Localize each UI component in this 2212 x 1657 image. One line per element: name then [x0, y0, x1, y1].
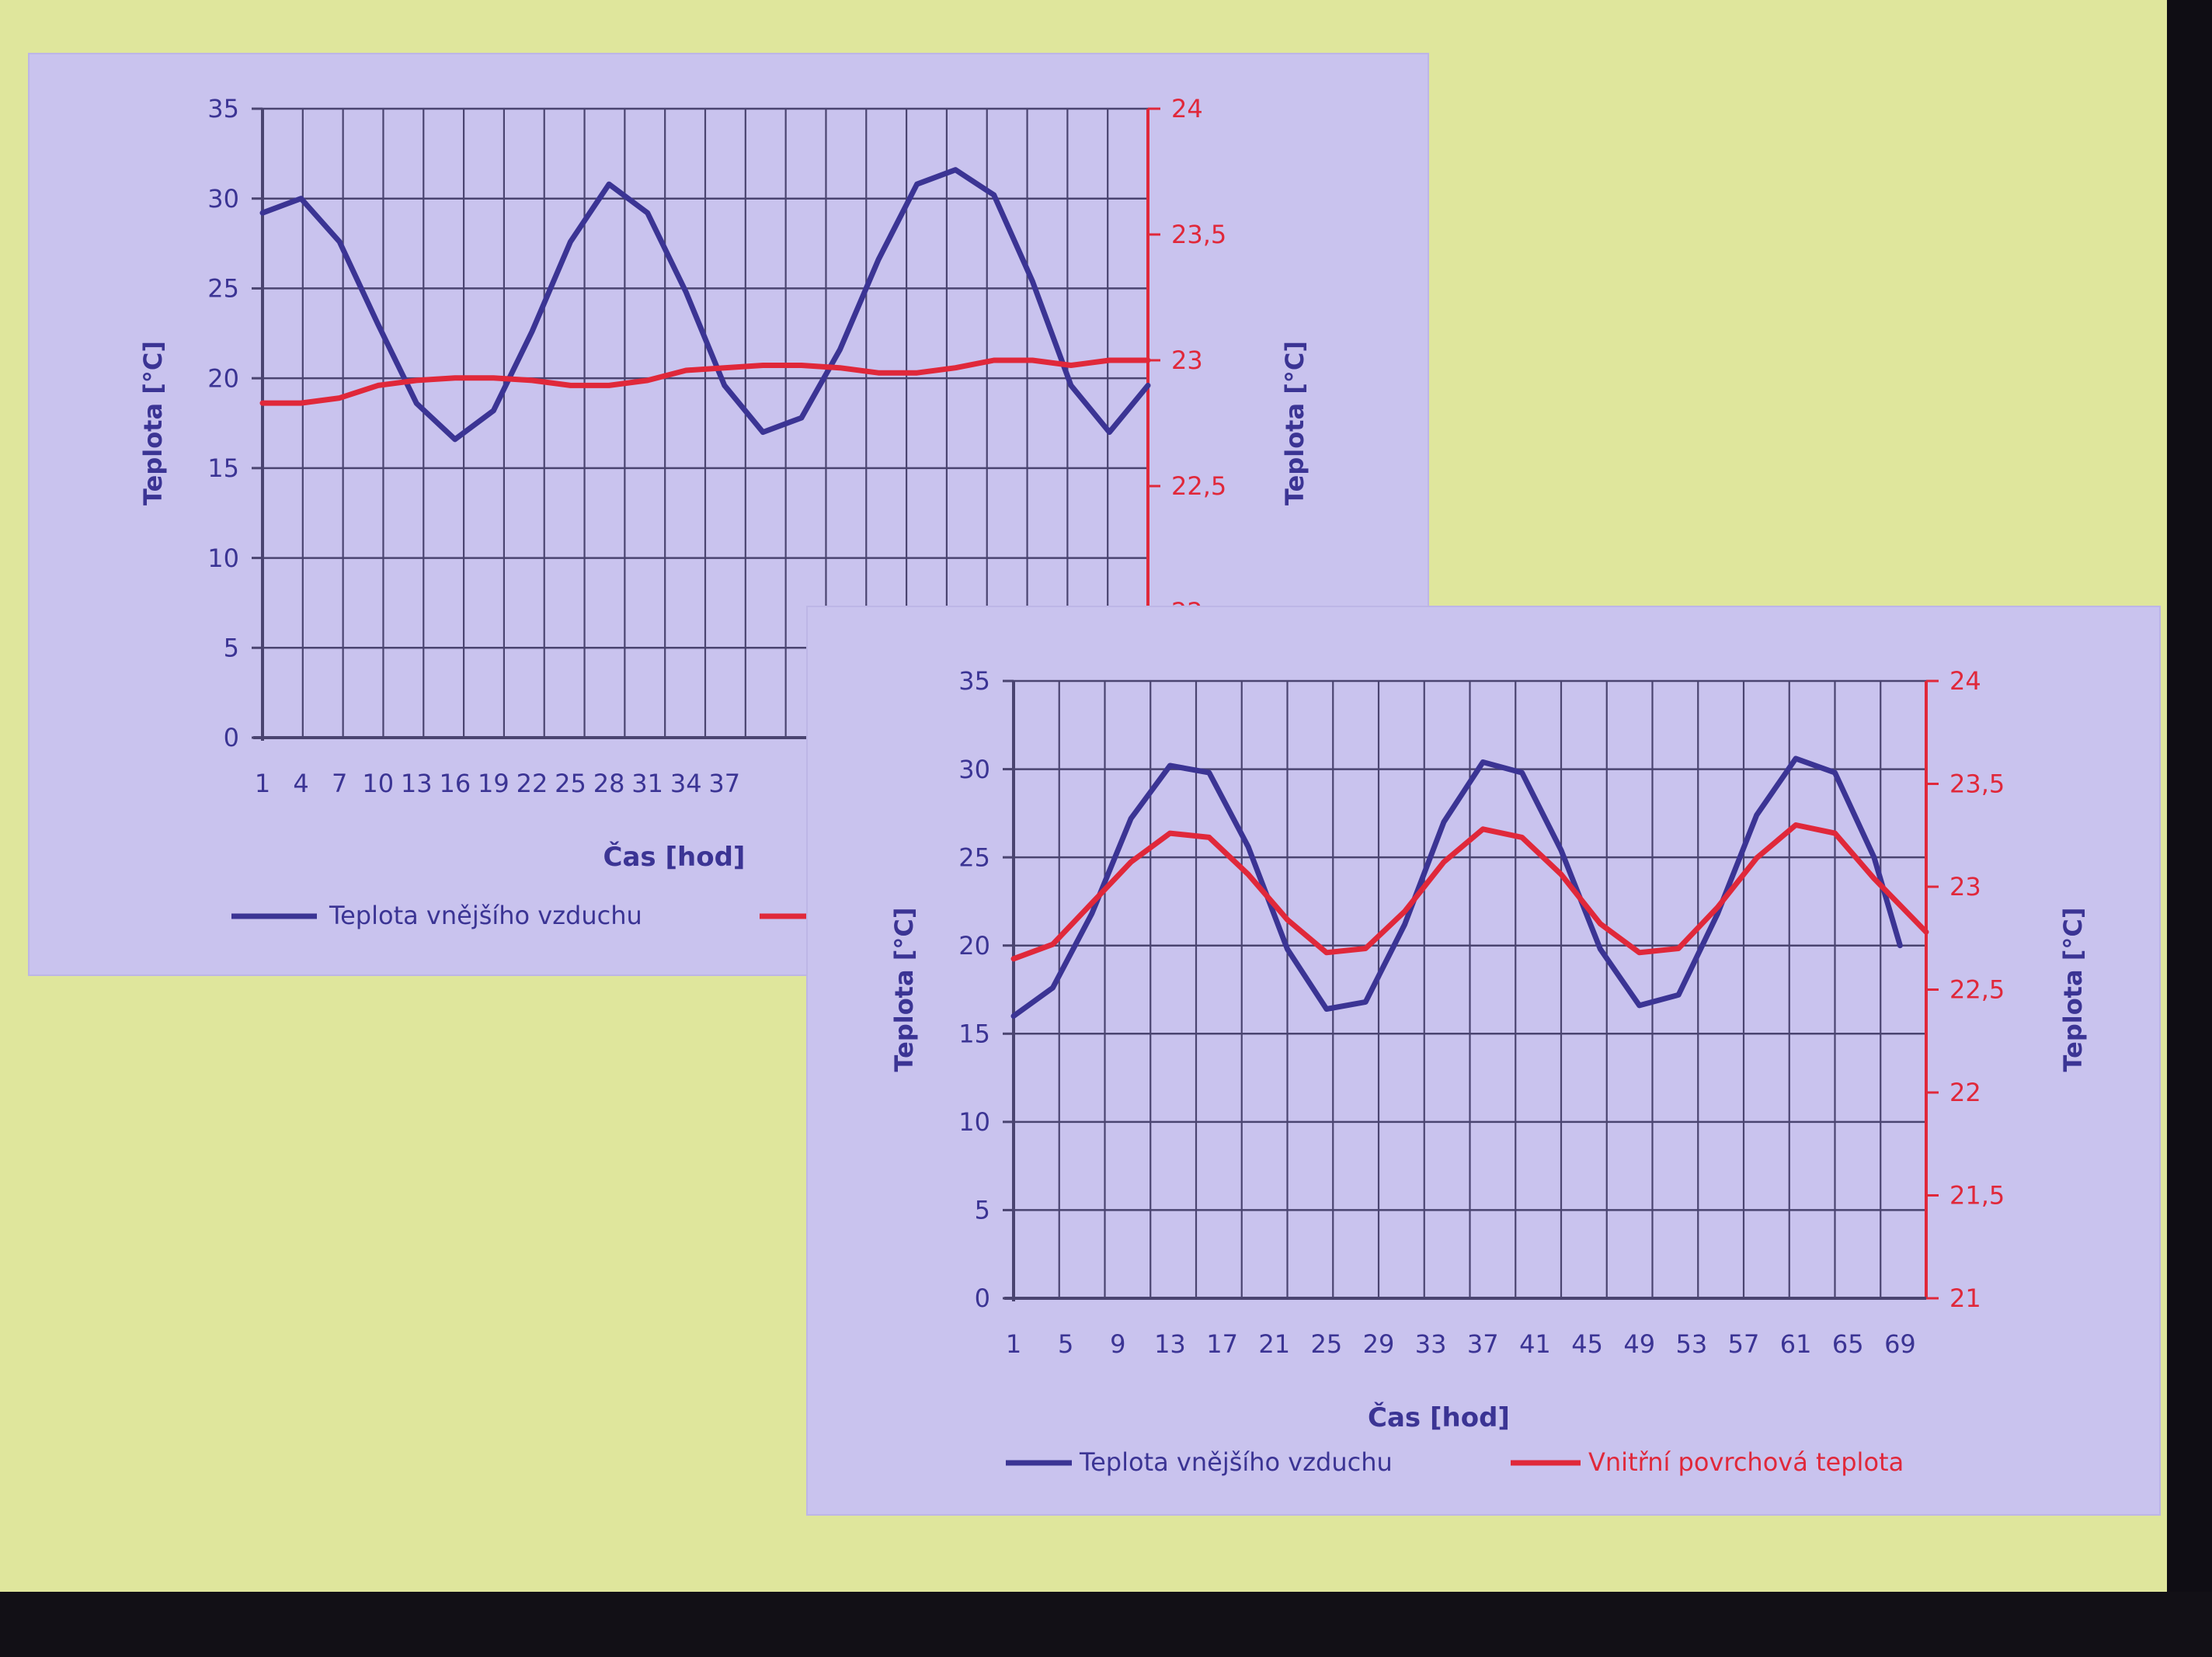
legend-label-outdoor: Teplota vnějšího vzduchu — [1079, 1447, 1393, 1477]
x-tick-label: 41 — [1519, 1329, 1551, 1359]
y-tick-label-left: 25 — [958, 842, 990, 872]
y-tick-label-right: 23 — [1949, 872, 1981, 901]
x-tick-label: 45 — [1571, 1329, 1603, 1359]
y-tick-label-left: 10 — [958, 1107, 990, 1137]
chart-panel-top: 0510152025303521,52222,52323,52414710131… — [30, 54, 1428, 974]
series-line-outdoor — [259, 167, 1151, 443]
chart-panel-bottom: 0 5 10 15 20 25 30 35 21 21,5 22 22,5 23 23,5 24 1 5 9 13 1… — [808, 607, 2159, 1514]
x-tick-label: 25 — [555, 769, 586, 798]
x-tick-label: 33 — [1415, 1329, 1447, 1359]
y-tick-label-left: 10 — [207, 544, 239, 573]
x-tick-label: 61 — [1780, 1329, 1812, 1359]
legend-label-outdoor: Teplota vnějšího vzduchu — [329, 901, 642, 930]
x-tick-label: 69 — [1884, 1329, 1916, 1359]
x-tick-label: 34 — [670, 769, 702, 798]
series-line-indoor — [259, 357, 1151, 406]
x-tick-label: 25 — [1310, 1329, 1342, 1359]
y-tick-label-left: 20 — [958, 931, 990, 961]
y-tick-label-left: 0 — [975, 1284, 990, 1313]
x-tick-label: 1 — [1006, 1329, 1021, 1359]
x-tick-label: 13 — [1154, 1329, 1186, 1359]
series-line-indoor — [1010, 822, 1929, 962]
y-tick-label-left: 25 — [207, 274, 239, 304]
y-tick-label-right: 23 — [1171, 346, 1203, 375]
x-axis-title: Čas [hod] — [603, 841, 746, 873]
x-tick-label: 57 — [1728, 1329, 1760, 1359]
y-tick-label-left: 35 — [207, 94, 239, 123]
x-tick-label: 16 — [439, 769, 471, 798]
x-tick-label: 49 — [1623, 1329, 1655, 1359]
y-tick-label-left: 30 — [207, 184, 239, 214]
y-tick-label-right: 21 — [1949, 1284, 1981, 1313]
x-tick-label: 37 — [708, 769, 740, 798]
x-tick-label: 65 — [1832, 1329, 1864, 1359]
x-tick-label: 21 — [1258, 1329, 1290, 1359]
y-tick-label-right: 24 — [1171, 94, 1203, 123]
y-tick-label-right: 23,5 — [1949, 769, 2005, 799]
x-tick-label: 13 — [401, 769, 433, 798]
presentation-slide: 0510152025303521,52222,52323,52414710131… — [0, 0, 2167, 1592]
y-axis-title-right: Teplota [°C] — [2058, 908, 2088, 1072]
y-tick-label-left: 5 — [224, 633, 239, 662]
y-tick-label-right: 22 — [1949, 1078, 1981, 1107]
x-tick-label: 4 — [293, 769, 308, 798]
x-tick-label: 53 — [1675, 1329, 1707, 1359]
y-axis-title-right: Teplota [°C] — [1280, 341, 1309, 505]
x-tick-label: 5 — [1058, 1329, 1073, 1359]
x-tick-label: 37 — [1467, 1329, 1499, 1359]
y-tick-label-left: 0 — [224, 723, 239, 752]
x-axis-title: Čas [hod] — [1368, 1402, 1510, 1433]
x-tick-label: 7 — [332, 769, 347, 798]
y-tick-label-right: 24 — [1949, 666, 1981, 696]
series-line-outdoor — [1010, 756, 1903, 1020]
x-tick-label: 28 — [593, 769, 625, 798]
y-axis-title-left: Teplota [°C] — [138, 341, 168, 505]
y-tick-label-right: 21,5 — [1949, 1181, 2005, 1211]
x-tick-label: 19 — [478, 769, 510, 798]
y-tick-label-left: 35 — [958, 666, 990, 696]
y-tick-label-left: 15 — [958, 1019, 990, 1048]
x-tick-label: 10 — [362, 769, 394, 798]
projector-screen-edge — [0, 1592, 2212, 1657]
y-tick-label-left: 30 — [958, 755, 990, 784]
x-tick-label: 1 — [255, 769, 270, 798]
x-tick-label: 9 — [1110, 1329, 1125, 1359]
x-tick-label: 31 — [631, 769, 663, 798]
x-tick-label: 29 — [1363, 1329, 1395, 1359]
x-tick-label: 22 — [516, 769, 548, 798]
y-tick-label-left: 15 — [207, 453, 239, 483]
y-tick-label-right: 22,5 — [1949, 975, 2005, 1005]
legend-label-indoor: Vnitřní povrchová teplota — [1588, 1447, 1904, 1477]
x-tick-label: 17 — [1206, 1329, 1238, 1359]
y-tick-label-right: 23,5 — [1171, 220, 1226, 249]
y-tick-label-left: 20 — [207, 363, 239, 393]
y-axis-title-left: Teplota [°C] — [889, 908, 919, 1072]
y-tick-label-left: 5 — [975, 1196, 990, 1225]
y-tick-label-right: 22,5 — [1171, 471, 1226, 501]
